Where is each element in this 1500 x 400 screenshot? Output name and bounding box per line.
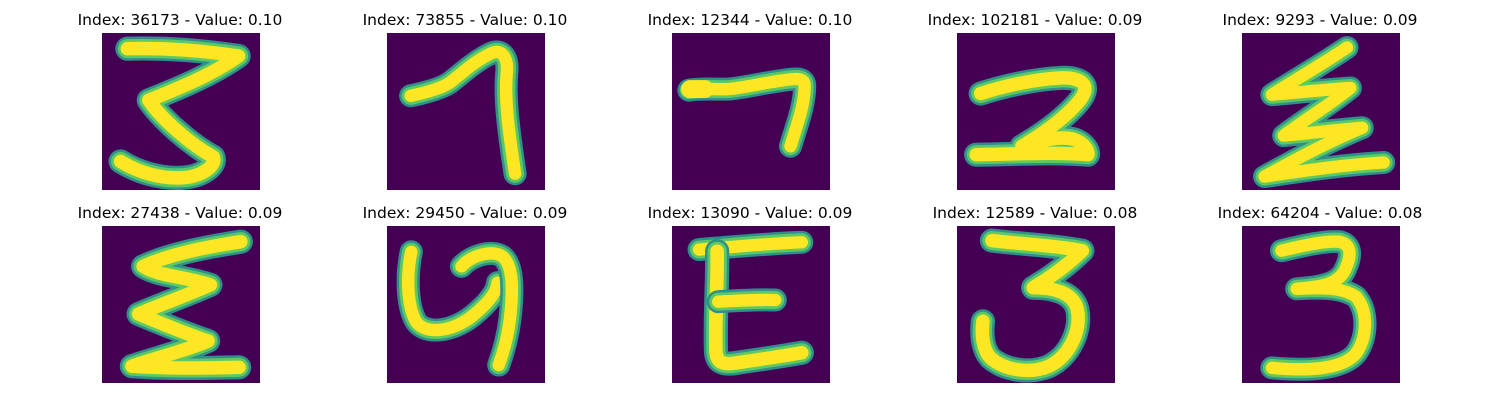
image-panel: Index: 12589 - Value: 0.08 xyxy=(885,203,1185,393)
digit-image xyxy=(1242,33,1400,190)
panel-title: Index: 64204 - Value: 0.08 xyxy=(1217,204,1423,222)
digit-image xyxy=(957,226,1115,383)
digit-stroke xyxy=(119,229,253,381)
digit-stroke xyxy=(399,40,527,186)
panel-title: Index: 36173 - Value: 0.10 xyxy=(77,11,283,29)
image-panel: Index: 29450 - Value: 0.09 xyxy=(315,203,615,393)
digit-stroke xyxy=(970,228,1095,383)
digit-image xyxy=(672,226,830,383)
panel-title: Index: 13090 - Value: 0.09 xyxy=(647,204,853,222)
image-panel: Index: 64204 - Value: 0.08 xyxy=(1170,203,1470,393)
digit-image xyxy=(957,33,1115,190)
panel-title: Index: 12589 - Value: 0.08 xyxy=(932,204,1138,222)
digit-image xyxy=(387,226,545,383)
panel-title: Index: 27438 - Value: 0.09 xyxy=(77,204,283,222)
digit-stroke xyxy=(964,65,1101,167)
image-panel: Index: 9293 - Value: 0.09 xyxy=(1170,10,1470,200)
image-panel: Index: 12344 - Value: 0.10 xyxy=(600,10,900,200)
image-panel: Index: 36173 - Value: 0.10 xyxy=(30,10,330,200)
digit-image xyxy=(672,33,830,190)
digit-stroke xyxy=(1253,36,1396,189)
digit-stroke xyxy=(396,240,524,377)
panel-title: Index: 29450 - Value: 0.09 xyxy=(362,204,568,222)
panel-title: Index: 102181 - Value: 0.09 xyxy=(927,11,1143,29)
image-panel: Index: 102181 - Value: 0.09 xyxy=(885,10,1185,200)
panel-title: Index: 9293 - Value: 0.09 xyxy=(1222,11,1418,29)
digit-stroke xyxy=(677,67,817,158)
digit-image xyxy=(1242,226,1400,383)
digit-image xyxy=(102,226,260,383)
image-panel: Index: 13090 - Value: 0.09 xyxy=(600,203,900,393)
image-panel: Index: 27438 - Value: 0.09 xyxy=(30,203,330,393)
panel-title: Index: 12344 - Value: 0.10 xyxy=(647,11,853,29)
digit-stroke xyxy=(1260,230,1377,381)
digit-image xyxy=(102,33,260,190)
digit-stroke xyxy=(108,36,251,190)
digit-image xyxy=(387,33,545,190)
panel-title: Index: 73855 - Value: 0.10 xyxy=(362,11,568,29)
image-panel: Index: 73855 - Value: 0.10 xyxy=(315,10,615,200)
digit-stroke xyxy=(687,230,814,376)
